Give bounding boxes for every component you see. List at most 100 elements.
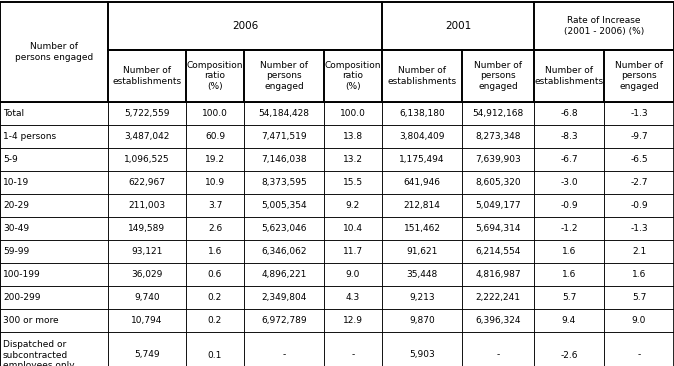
Text: 2,349,804: 2,349,804: [262, 293, 307, 302]
Bar: [186, 125, 244, 148]
Text: Dispatched or
subcontracted
employees only: Dispatched or subcontracted employees on…: [3, 340, 75, 366]
Text: 5.7: 5.7: [632, 293, 646, 302]
Bar: [382, 309, 462, 332]
Bar: [244, 309, 324, 332]
Bar: [244, 263, 324, 286]
Text: 9.4: 9.4: [562, 316, 576, 325]
Text: -: -: [496, 351, 499, 359]
Bar: [534, 50, 604, 102]
Text: 11.7: 11.7: [343, 247, 363, 256]
Text: Number of
establishments: Number of establishments: [534, 66, 603, 86]
Bar: [0, 217, 108, 240]
Text: 54,912,168: 54,912,168: [472, 109, 524, 118]
Bar: [462, 309, 534, 332]
Bar: [244, 194, 324, 217]
Bar: [382, 217, 462, 240]
Bar: [604, 240, 674, 263]
Bar: [462, 148, 534, 171]
Text: 5,623,046: 5,623,046: [262, 224, 307, 233]
Text: -1.2: -1.2: [560, 224, 578, 233]
Bar: [604, 148, 674, 171]
Text: 2,222,241: 2,222,241: [475, 293, 520, 302]
Bar: [534, 148, 604, 171]
Bar: [108, 125, 186, 148]
Text: 5,903: 5,903: [409, 351, 435, 359]
Text: -2.6: -2.6: [560, 351, 578, 359]
Bar: [534, 332, 604, 366]
Text: 13.8: 13.8: [343, 132, 363, 141]
Bar: [186, 240, 244, 263]
Bar: [324, 148, 382, 171]
Bar: [462, 332, 534, 366]
Text: Rate of Increase
(2001 - 2006) (%): Rate of Increase (2001 - 2006) (%): [564, 16, 644, 36]
Bar: [382, 286, 462, 309]
Text: -1.3: -1.3: [630, 224, 648, 233]
Bar: [108, 309, 186, 332]
Bar: [534, 2, 674, 50]
Text: 2.1: 2.1: [632, 247, 646, 256]
Bar: [0, 2, 108, 102]
Text: 1.6: 1.6: [208, 247, 222, 256]
Bar: [108, 148, 186, 171]
Bar: [244, 148, 324, 171]
Text: -6.7: -6.7: [560, 155, 578, 164]
Text: 54,184,428: 54,184,428: [259, 109, 309, 118]
Text: 36,029: 36,029: [131, 270, 162, 279]
Bar: [382, 102, 462, 125]
Text: 9.0: 9.0: [632, 316, 646, 325]
Text: Composition
ratio
(%): Composition ratio (%): [187, 61, 243, 91]
Bar: [604, 125, 674, 148]
Text: Number of
persons
engaged: Number of persons engaged: [615, 61, 663, 91]
Text: Number of
establishments: Number of establishments: [388, 66, 456, 86]
Text: 0.6: 0.6: [208, 270, 222, 279]
Text: 641,946: 641,946: [404, 178, 441, 187]
Bar: [604, 217, 674, 240]
Bar: [604, 102, 674, 125]
Text: 100.0: 100.0: [340, 109, 366, 118]
Bar: [324, 309, 382, 332]
Text: -8.3: -8.3: [560, 132, 578, 141]
Bar: [534, 194, 604, 217]
Bar: [324, 217, 382, 240]
Bar: [186, 194, 244, 217]
Bar: [186, 217, 244, 240]
Text: 622,967: 622,967: [129, 178, 166, 187]
Bar: [462, 263, 534, 286]
Text: 100.0: 100.0: [202, 109, 228, 118]
Bar: [604, 50, 674, 102]
Text: 91,621: 91,621: [406, 247, 437, 256]
Bar: [108, 171, 186, 194]
Bar: [324, 125, 382, 148]
Text: 6,138,180: 6,138,180: [399, 109, 445, 118]
Bar: [604, 263, 674, 286]
Bar: [382, 171, 462, 194]
Bar: [604, 332, 674, 366]
Bar: [604, 309, 674, 332]
Text: 200-299: 200-299: [3, 293, 40, 302]
Bar: [244, 50, 324, 102]
Bar: [0, 240, 108, 263]
Text: 0.2: 0.2: [208, 316, 222, 325]
Bar: [108, 240, 186, 263]
Text: 10-19: 10-19: [3, 178, 29, 187]
Text: -3.0: -3.0: [560, 178, 578, 187]
Bar: [0, 171, 108, 194]
Text: 3,804,409: 3,804,409: [399, 132, 445, 141]
Bar: [244, 240, 324, 263]
Text: -2.7: -2.7: [630, 178, 648, 187]
Text: 3.7: 3.7: [208, 201, 222, 210]
Text: Number of
establishments: Number of establishments: [113, 66, 181, 86]
Bar: [462, 240, 534, 263]
Text: 6,346,062: 6,346,062: [262, 247, 307, 256]
Bar: [534, 171, 604, 194]
Text: 59-99: 59-99: [3, 247, 29, 256]
Text: Number of
persons
engaged: Number of persons engaged: [260, 61, 308, 91]
Bar: [244, 125, 324, 148]
Bar: [382, 148, 462, 171]
Bar: [534, 240, 604, 263]
Text: 9,213: 9,213: [409, 293, 435, 302]
Bar: [604, 171, 674, 194]
Text: 8,605,320: 8,605,320: [475, 178, 521, 187]
Bar: [0, 286, 108, 309]
Bar: [324, 240, 382, 263]
